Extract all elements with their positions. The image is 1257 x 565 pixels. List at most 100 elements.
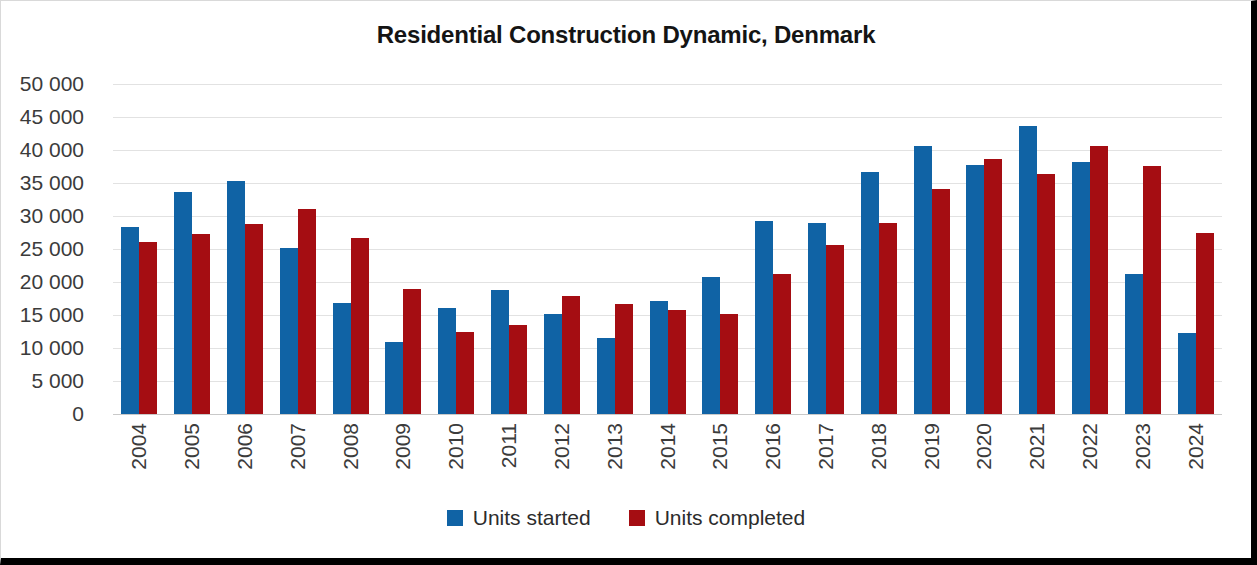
x-tick-label: 2012	[550, 423, 574, 470]
x-tick-cell: 2014	[641, 423, 694, 498]
units-started-swatch-icon	[447, 510, 463, 526]
x-axis-line	[113, 414, 1222, 415]
x-tick-cell: 2012	[536, 423, 589, 498]
x-tick-label: 2017	[814, 423, 838, 470]
bar-started-2008	[333, 303, 351, 414]
y-tick-label: 20 000	[1, 270, 84, 294]
bar-completed-2018	[879, 223, 897, 414]
bar-completed-2008	[351, 238, 369, 414]
bar-completed-2017	[826, 245, 844, 414]
x-tick-label: 2021	[1025, 423, 1049, 470]
bar-completed-2024	[1196, 233, 1214, 414]
x-tick-cell: 2020	[958, 423, 1011, 498]
bar-started-2024	[1178, 333, 1196, 414]
x-tick-cell: 2024	[1169, 423, 1222, 498]
x-tick-label: 2018	[867, 423, 891, 470]
legend: Units started Units completed	[1, 506, 1251, 530]
bar-started-2007	[280, 248, 298, 414]
x-tick-label: 2022	[1078, 423, 1102, 470]
y-tick-label: 5 000	[1, 369, 84, 393]
x-tick-cell: 2004	[113, 423, 166, 498]
x-tick-cell: 2008	[324, 423, 377, 498]
bar-started-2005	[174, 192, 192, 414]
legend-item-units-started: Units started	[447, 506, 591, 530]
bar-started-2023	[1125, 274, 1143, 414]
x-tick-cell: 2013	[588, 423, 641, 498]
bar-group-2014	[641, 84, 694, 414]
bar-started-2016	[755, 221, 773, 414]
bar-started-2009	[385, 342, 403, 414]
x-tick-cell: 2021	[1011, 423, 1064, 498]
bar-group-2023	[1116, 84, 1169, 414]
bar-started-2012	[544, 314, 562, 414]
bar-group-2009	[377, 84, 430, 414]
bar-group-2004	[113, 84, 166, 414]
plot-area	[113, 84, 1222, 414]
y-tick-label: 40 000	[1, 138, 84, 162]
bar-completed-2009	[403, 289, 421, 414]
bar-completed-2011	[509, 325, 527, 414]
bar-group-2024	[1169, 84, 1222, 414]
x-tick-label: 2016	[761, 423, 785, 470]
bar-started-2020	[966, 165, 984, 414]
y-tick-label: 15 000	[1, 303, 84, 327]
units-completed-swatch-icon	[629, 510, 645, 526]
x-tick-cell: 2017	[800, 423, 853, 498]
x-tick-label: 2007	[286, 423, 310, 470]
y-tick-label: 0	[1, 402, 84, 426]
x-tick-cell: 2023	[1116, 423, 1169, 498]
x-tick-cell: 2018	[852, 423, 905, 498]
bar-group-2018	[852, 84, 905, 414]
bar-completed-2004	[139, 242, 157, 414]
bar-started-2021	[1019, 126, 1037, 414]
x-tick-cell: 2015	[694, 423, 747, 498]
x-tick-label: 2024	[1184, 423, 1208, 470]
bar-completed-2007	[298, 209, 316, 414]
x-tick-label: 2008	[339, 423, 363, 470]
x-tick-label: 2009	[391, 423, 415, 470]
x-tick-label: 2023	[1131, 423, 1155, 470]
bar-group-2013	[588, 84, 641, 414]
bar-started-2019	[914, 146, 932, 414]
legend-label-units-completed: Units completed	[655, 506, 806, 530]
y-tick-label: 10 000	[1, 336, 84, 360]
bar-completed-2014	[668, 310, 686, 414]
bar-completed-2012	[562, 296, 580, 414]
bar-started-2013	[597, 338, 615, 414]
x-tick-cell: 2022	[1064, 423, 1117, 498]
bar-group-2006	[219, 84, 272, 414]
bar-group-2022	[1064, 84, 1117, 414]
bar-started-2004	[121, 227, 139, 414]
bar-completed-2023	[1143, 166, 1161, 414]
bar-group-2015	[694, 84, 747, 414]
bar-group-2007	[271, 84, 324, 414]
bar-started-2015	[702, 277, 720, 414]
bar-started-2010	[438, 308, 456, 414]
x-tick-label: 2006	[233, 423, 257, 470]
x-tick-cell: 2016	[747, 423, 800, 498]
bar-started-2011	[491, 290, 509, 414]
x-tick-label: 2013	[603, 423, 627, 470]
y-tick-label: 35 000	[1, 171, 84, 195]
x-tick-label: 2019	[920, 423, 944, 470]
bar-group-2012	[536, 84, 589, 414]
x-tick-label: 2005	[180, 423, 204, 470]
bar-completed-2006	[245, 224, 263, 414]
bar-started-2022	[1072, 162, 1090, 414]
x-tick-label: 2004	[127, 423, 151, 470]
y-tick-label: 50 000	[1, 72, 84, 96]
bar-group-2019	[905, 84, 958, 414]
x-tick-cell: 2010	[430, 423, 483, 498]
x-tick-cell: 2019	[905, 423, 958, 498]
bar-completed-2022	[1090, 146, 1108, 414]
chart-frame: Residential Construction Dynamic, Denmar…	[0, 0, 1257, 565]
bar-group-2021	[1011, 84, 1064, 414]
bar-completed-2015	[720, 314, 738, 414]
x-tick-label: 2010	[444, 423, 468, 470]
bar-group-2010	[430, 84, 483, 414]
y-tick-label: 45 000	[1, 105, 84, 129]
bar-group-2005	[166, 84, 219, 414]
y-tick-label: 25 000	[1, 237, 84, 261]
y-tick-label: 30 000	[1, 204, 84, 228]
bar-group-2011	[483, 84, 536, 414]
